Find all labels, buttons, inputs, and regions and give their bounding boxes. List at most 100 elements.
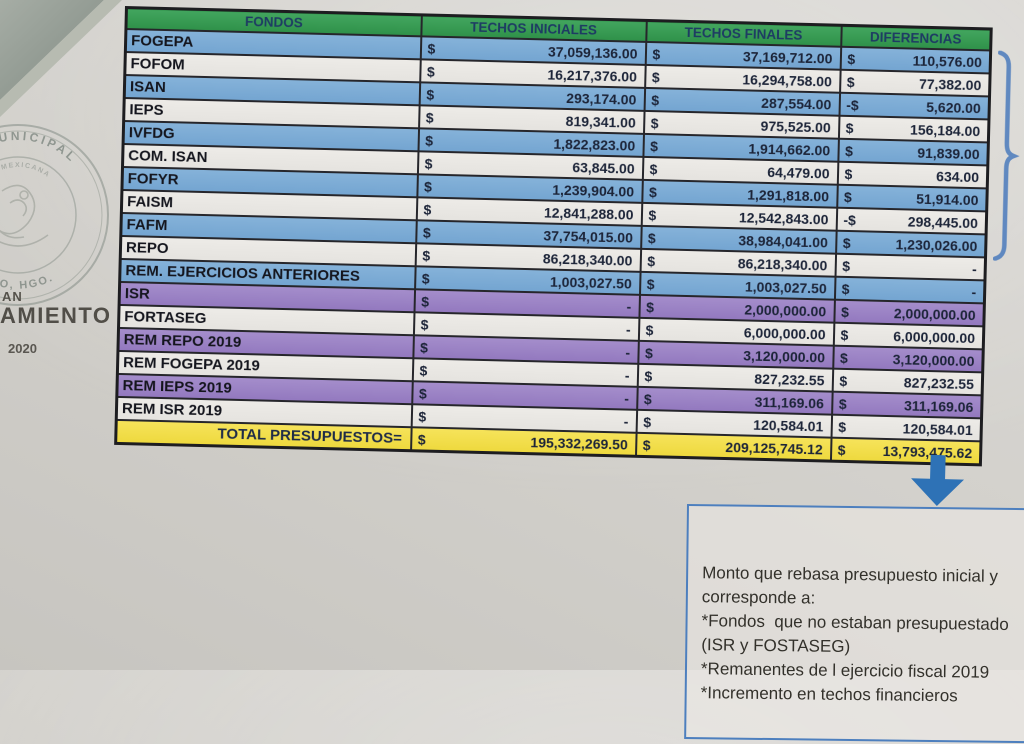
amount: 12,542,843.00 (738, 208, 829, 227)
currency-sign: $ (644, 344, 654, 361)
amount: 37,169,712.00 (742, 47, 833, 67)
callout-line: *Incremento en techos financieros (700, 683, 958, 706)
amount: 634.00 (936, 167, 980, 185)
currency-sign: $ (651, 91, 660, 108)
currency-sign: $ (843, 188, 852, 205)
currency-sign: $ (646, 275, 655, 292)
amount: 16,217,376.00 (547, 65, 638, 85)
callout-text: Monto que rebasa presupuesto inicial y co… (701, 561, 1024, 709)
amount: 16,294,758.00 (742, 70, 833, 90)
amount: 1,914,662.00 (748, 139, 831, 159)
currency-sign: $ (840, 326, 849, 343)
currency-sign: $ (644, 367, 653, 384)
amount: - (625, 321, 631, 338)
currency-sign: $ (839, 372, 848, 389)
amount: 287,554.00 (761, 94, 832, 113)
currency-sign: $ (418, 384, 427, 402)
desk-corner-edge (0, 0, 122, 117)
amount: 2,000,000.00 (744, 300, 827, 319)
currency-sign: $ (842, 257, 851, 274)
amount: 293,174.00 (566, 89, 637, 108)
amount: 311,169.06 (903, 396, 974, 415)
amount: 37,754,015.00 (543, 226, 634, 246)
currency-sign: $ (838, 395, 847, 412)
amount: 64,479.00 (767, 163, 830, 182)
budget-sheet: FONDOS TECHOS INICIALES TECHOS FINALES D… (114, 6, 1024, 467)
stamp-eagle-emblem (0, 184, 49, 247)
currency-sign: $ (839, 349, 849, 366)
currency-sign: $ (425, 108, 434, 126)
stamp-fragment-amiento: AMIENTO (0, 303, 112, 328)
currency-sign: $ (844, 165, 853, 182)
currency-sign: $ (647, 229, 656, 246)
currency-sign: $ (426, 63, 435, 80)
amount: 975,525.00 (760, 117, 831, 136)
amount: 91,839.00 (917, 144, 980, 162)
total-iniciales-amount: 195,332,269.50 (530, 433, 628, 453)
svg-text:RA MUNICIPAL: RA MUNICIPAL (0, 129, 80, 166)
amount: 37,059,136.00 (547, 42, 638, 62)
currency-sign: $ (651, 68, 660, 85)
amount: 819,341.00 (565, 112, 636, 131)
total-finales-cell: $ 209,125,745.12 (635, 432, 832, 462)
currency-sign: $ (846, 73, 855, 90)
amount: 63,845.00 (572, 158, 635, 177)
amount: 110,576.00 (912, 52, 983, 70)
stamp-arc-top-text: RA MUNICIPAL (0, 129, 77, 166)
currency-sign: $ (642, 436, 651, 453)
total-finales-amount: 209,125,745.12 (725, 438, 823, 457)
currency-sign: $ (420, 315, 429, 333)
currency-sign: $ (427, 40, 436, 57)
currency-sign: $ (424, 154, 433, 172)
amount: - (625, 344, 631, 361)
currency-sign: $ (647, 252, 656, 269)
amount: 38,984,041.00 (738, 231, 829, 250)
amount: 86,218,340.00 (542, 249, 633, 269)
currency-sign: $ (417, 430, 426, 448)
currency-sign: $ (648, 183, 658, 200)
currency-sign: $ (421, 269, 430, 287)
currency-sign: $ (841, 280, 850, 297)
currency-sign: $ (650, 114, 659, 131)
amount: 6,000,000.00 (893, 327, 976, 346)
currency-sign: -$ (843, 211, 857, 228)
amount: 5,620.00 (926, 98, 981, 116)
currency-sign: $ (421, 292, 430, 310)
amount: 12,841,288.00 (543, 203, 634, 223)
amount: - (624, 367, 630, 384)
currency-sign: $ (643, 413, 652, 430)
currency-sign: $ (418, 407, 427, 425)
currency-sign: $ (838, 418, 847, 435)
budget-table: FONDOS TECHOS INICIALES TECHOS FINALES D… (114, 6, 993, 467)
stamp-arc-inner-text: CA MEXICANA (0, 162, 50, 179)
stamp-fragment-an: AN (2, 289, 23, 304)
amount: 298,445.00 (907, 212, 979, 231)
amount: 86,218,340.00 (737, 254, 828, 273)
currency-sign: $ (649, 160, 658, 177)
currency-sign: $ (650, 137, 659, 154)
amount: 120,584.01 (902, 419, 973, 438)
currency-sign: $ (423, 200, 432, 218)
currency-sign: $ (840, 303, 850, 320)
currency-sign: $ (837, 441, 846, 458)
currency-sign: $ (845, 119, 854, 136)
currency-sign: $ (648, 206, 657, 223)
amount: 3,120,000.00 (743, 346, 826, 365)
amount: 6,000,000.00 (743, 323, 826, 342)
amount: 311,169.06 (754, 393, 825, 411)
amount: 120,584.01 (753, 416, 824, 434)
amount: - (971, 260, 977, 277)
funds-table-body: FOGEPA $37,059,136.00 $37,169,712.00 $110,5… (116, 29, 991, 442)
currency-sign: $ (426, 85, 435, 103)
amount: 1,239,904.00 (552, 181, 635, 200)
currency-sign: $ (422, 223, 431, 241)
amount: 51,914.00 (915, 190, 979, 208)
currency-sign: $ (645, 321, 654, 338)
amount: 827,232.55 (903, 373, 975, 392)
callout-box: Monto que rebasa presupuesto inicial y co… (684, 504, 1024, 744)
amount: 1,003,027.50 (744, 277, 827, 296)
currency-sign: -$ (846, 96, 859, 113)
amount: 1,230,026.00 (895, 235, 978, 254)
amount: 3,120,000.00 (892, 350, 975, 369)
